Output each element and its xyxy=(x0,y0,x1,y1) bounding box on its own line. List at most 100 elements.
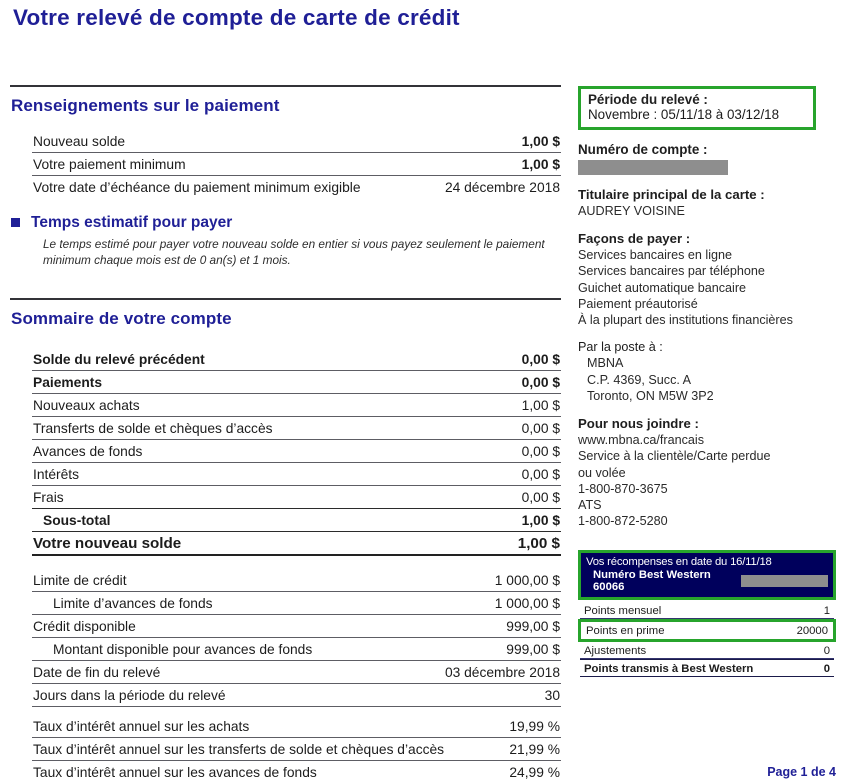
row-value: 0,00 $ xyxy=(521,489,560,505)
row-value: 1 000,00 $ xyxy=(494,595,560,611)
row-value: 999,00 $ xyxy=(506,641,560,657)
rewards-header-title: Vos récompenses en date du 16/11/18 xyxy=(586,556,772,568)
row-label: Points mensuel xyxy=(584,604,662,617)
mail-address-line: Toronto, ON M5W 3P2 xyxy=(587,388,714,403)
row-value: 1,00 $ xyxy=(517,534,560,552)
rewards-summary-box: Vos récompenses en date du 16/11/18 Numé… xyxy=(578,550,836,677)
rewards-row: Points transmis à Best Western 0 xyxy=(580,659,834,677)
rewards-table: Points mensuel 1 Points en prime 20000 A… xyxy=(578,602,836,677)
row-value: 1 000,00 $ xyxy=(494,572,560,588)
account-summary-heading: Sommaire de votre compte xyxy=(11,309,232,329)
ways-to-pay-item: Services bancaires par téléphone xyxy=(578,264,765,279)
table-row: Votre nouveau solde 1,00 $ xyxy=(32,532,561,557)
ways-to-pay-item: Paiement préautorisé xyxy=(578,296,698,311)
square-bullet-icon xyxy=(11,218,20,227)
contact-line: ATS xyxy=(578,498,602,513)
row-label: Frais xyxy=(33,489,64,505)
table-row: Montant disponible pour avances de fonds… xyxy=(32,638,561,662)
rewards-row: Ajustements 0 xyxy=(580,642,834,659)
statement-sidebar: Période du relevé : Novembre : 05/11/18 … xyxy=(578,86,836,677)
page-number: Page 1 de 4 xyxy=(767,765,836,779)
row-value: 24 décembre 2018 xyxy=(444,179,560,195)
row-label: Taux d’intérêt annuel sur les transferts… xyxy=(33,741,445,757)
rewards-member-number: Numéro Best Western 60066 xyxy=(586,569,828,593)
contact-line: ou volée xyxy=(578,465,626,480)
contact-label: Pour nous joindre : xyxy=(578,416,699,432)
table-row: Taux d’intérêt annuel sur les avances de… xyxy=(32,761,561,783)
statement-period-box: Période du relevé : Novembre : 05/11/18 … xyxy=(578,86,816,130)
mail-address-line: C.P. 4369, Succ. A xyxy=(587,372,692,387)
row-value: 0 xyxy=(823,644,830,657)
contact-block: Pour nous joindre : www.mbna.ca/francais… xyxy=(578,416,836,529)
account-summary-table: Solde du relevé précédent 0,00 $ Paiemen… xyxy=(32,348,561,783)
table-row: Crédit disponible 999,00 $ xyxy=(32,615,561,639)
contact-website: www.mbna.ca/francais xyxy=(578,433,704,448)
row-label: Intérêts xyxy=(33,466,80,482)
rewards-row-bonus-points: Points en prime 20000 xyxy=(578,619,836,642)
ways-to-pay-item: Guichet automatique bancaire xyxy=(578,280,747,295)
statement-period-value: Novembre : 05/11/18 à 03/12/18 xyxy=(588,107,780,122)
table-row: Paiements 0,00 $ xyxy=(32,371,561,395)
ways-to-pay-item: Services bancaires en ligne xyxy=(578,248,733,263)
table-row: Taux d’intérêt annuel sur les transferts… xyxy=(32,738,561,762)
row-value: 0,00 $ xyxy=(521,351,560,367)
payment-info-table: Nouveau solde 1,00 $ Votre paiement mini… xyxy=(32,130,561,198)
table-row: Frais 0,00 $ xyxy=(32,486,561,510)
row-value: 1,00 $ xyxy=(521,397,560,413)
payment-info-heading: Renseignements sur le paiement xyxy=(11,96,280,115)
table-row: Nouveau solde 1,00 $ xyxy=(32,130,561,153)
row-label: Jours dans la période du relevé xyxy=(33,687,226,703)
row-value: 20000 xyxy=(796,624,828,637)
row-label: Nouveaux achats xyxy=(33,397,140,413)
row-label: Limite d’avances de fonds xyxy=(53,595,213,611)
ways-to-pay-label: Façons de payer : xyxy=(578,231,691,247)
row-label: Points en prime xyxy=(586,624,665,637)
contact-phone: 1-800-870-3675 xyxy=(578,481,668,496)
time-to-pay-note: Le temps estimé pour payer votre nouveau… xyxy=(43,237,545,267)
row-value: 24,99 % xyxy=(509,764,560,780)
row-label: Limite de crédit xyxy=(33,572,127,588)
row-label: Crédit disponible xyxy=(33,618,136,634)
row-value: 0,00 $ xyxy=(521,466,560,482)
rewards-header: Vos récompenses en date du 16/11/18 Numé… xyxy=(578,550,836,600)
mail-address-block: Par la poste à : MBNA C.P. 4369, Succ. A… xyxy=(578,340,836,404)
table-row: Votre paiement minimum 1,00 $ xyxy=(32,153,561,176)
row-value: 21,99 % xyxy=(509,741,560,757)
row-label: Transferts de solde et chèques d’accès xyxy=(33,420,273,436)
row-label: Solde du relevé précédent xyxy=(33,351,205,367)
table-row: Solde du relevé précédent 0,00 $ xyxy=(32,348,561,372)
row-value: 0,00 $ xyxy=(521,374,560,390)
table-row: Intérêts 0,00 $ xyxy=(32,463,561,487)
mail-address-label: Par la poste à : xyxy=(578,340,663,355)
rewards-member-number-text: Numéro Best Western 60066 xyxy=(593,569,711,593)
table-row: Date de fin du relevé 03 décembre 2018 xyxy=(32,661,561,685)
section-divider xyxy=(10,298,561,301)
table-row: Transferts de solde et chèques d’accès 0… xyxy=(32,417,561,441)
table-row: Avances de fonds 0,00 $ xyxy=(32,440,561,464)
row-value: 0 xyxy=(823,662,830,675)
table-row: Sous-total 1,00 $ xyxy=(32,509,561,533)
row-label: Date de fin du relevé xyxy=(33,664,161,680)
row-label: Avances de fonds xyxy=(33,443,143,459)
row-value: 1,00 $ xyxy=(521,512,560,528)
statement-period-label: Période du relevé : xyxy=(588,92,708,107)
contact-line: Service à la clientèle/Carte perdue xyxy=(578,449,771,464)
row-value: 1,00 $ xyxy=(521,133,560,149)
ways-to-pay-block: Façons de payer : Services bancaires en … xyxy=(578,231,836,328)
row-label: Sous-total xyxy=(43,512,111,528)
row-value: 0,00 $ xyxy=(521,443,560,459)
row-label: Votre date d’échéance du paiement minimu… xyxy=(33,179,361,195)
cardholder-block: Titulaire principal de la carte : AUDREY… xyxy=(578,187,836,219)
row-label: Points transmis à Best Western xyxy=(584,662,754,675)
section-divider xyxy=(10,85,561,87)
row-value: 30 xyxy=(544,687,560,703)
row-label: Paiements xyxy=(33,374,103,390)
contact-phone: 1-800-872-5280 xyxy=(578,514,668,529)
account-number-block: Numéro de compte : xyxy=(578,142,836,175)
ways-to-pay-item: À la plupart des institutions financière… xyxy=(578,313,793,328)
statement-main-column: Renseignements sur le paiement Nouveau s… xyxy=(10,85,561,783)
account-number-label: Numéro de compte : xyxy=(578,142,708,157)
cardholder-label: Titulaire principal de la carte : xyxy=(578,187,765,202)
table-row: Jours dans la période du relevé 30 xyxy=(32,684,561,708)
row-value: 0,00 $ xyxy=(521,420,560,436)
